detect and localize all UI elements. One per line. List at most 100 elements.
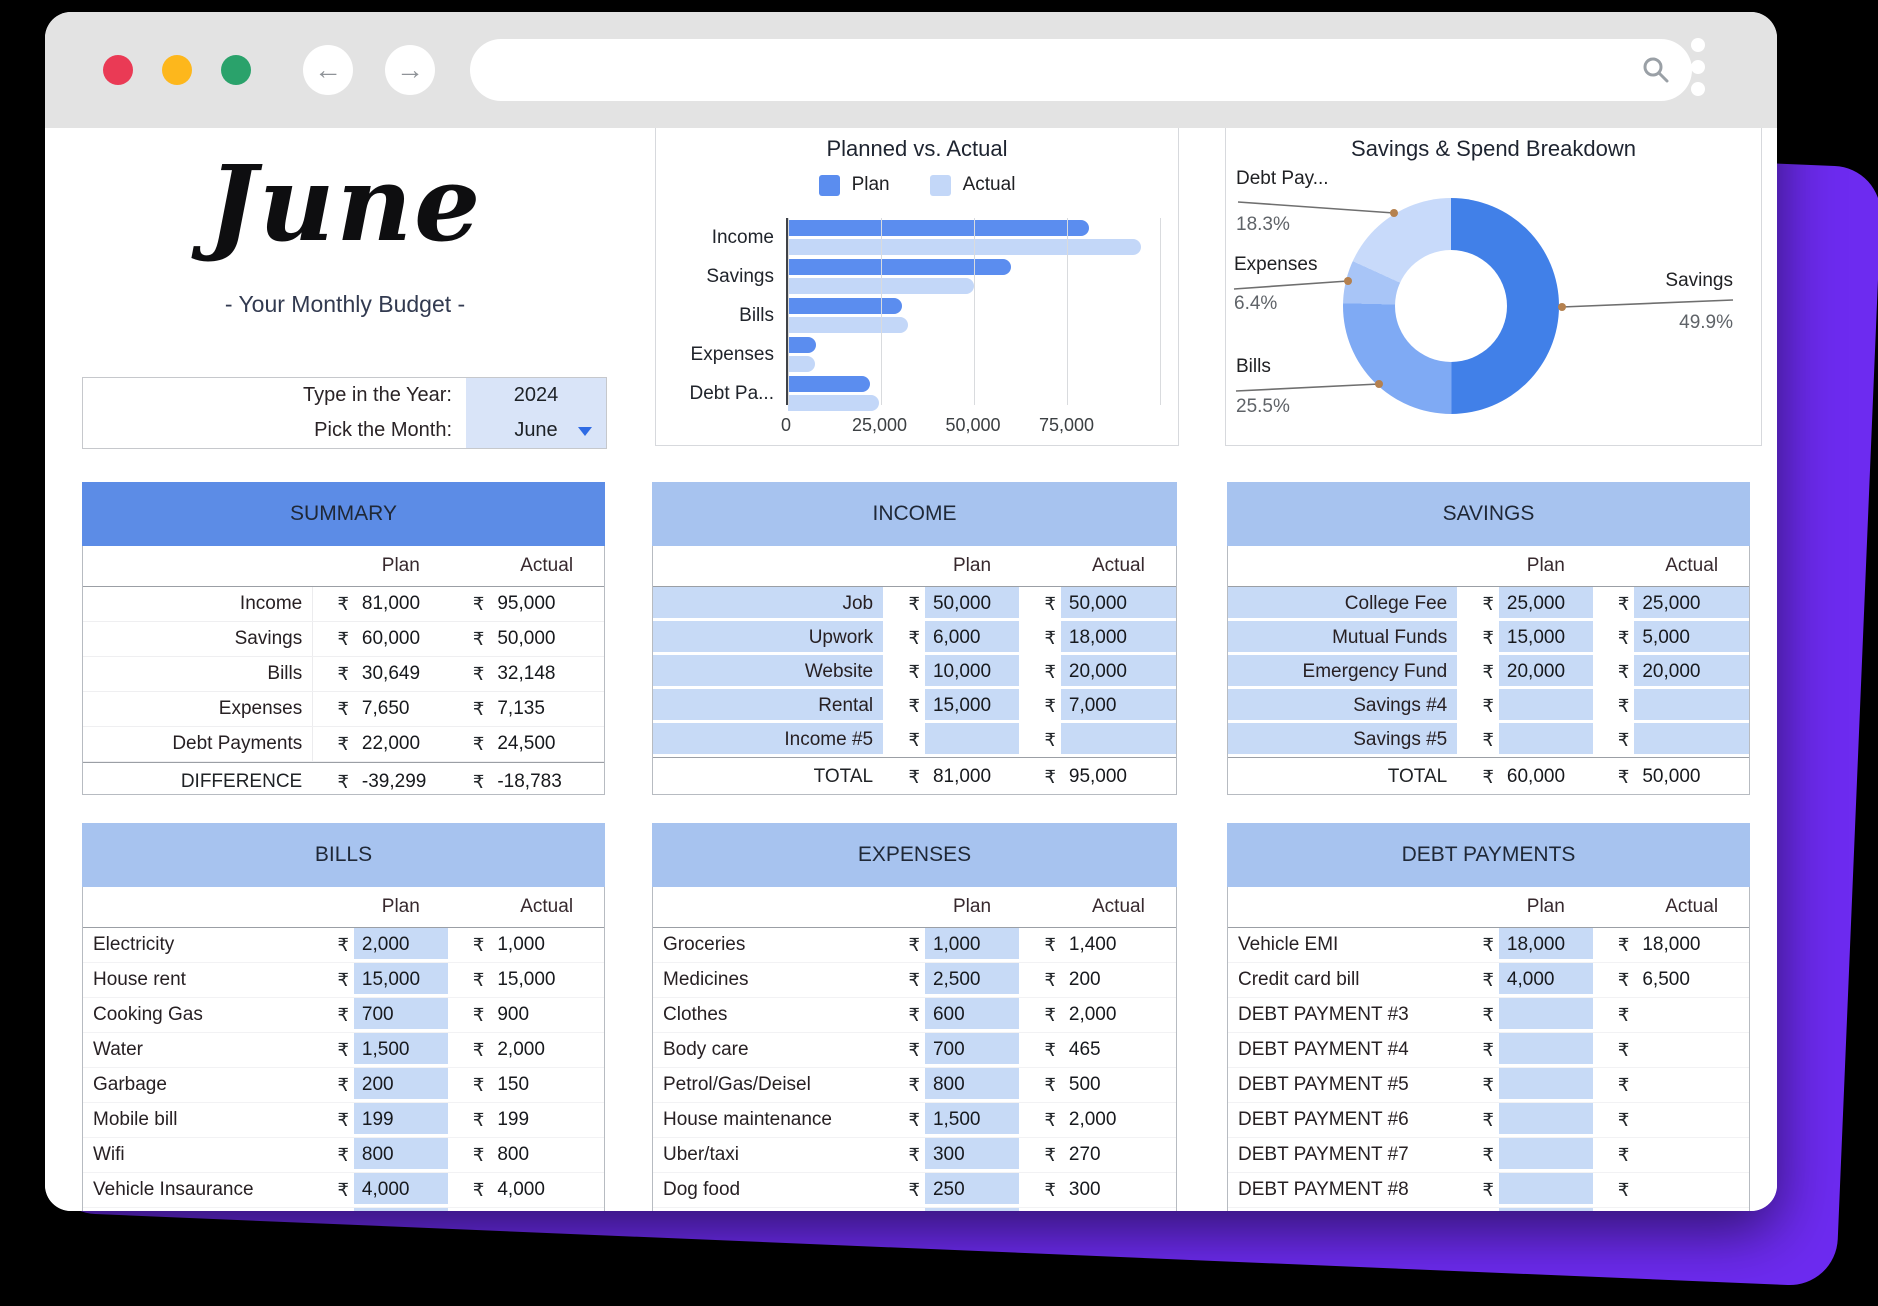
cell-actual-value[interactable]: 20,000 [1060,655,1176,689]
cell-currency[interactable]: ₹ [472,663,485,684]
cell-label[interactable]: Medicines [663,969,749,990]
cell-currency[interactable]: ₹ [472,1179,485,1200]
cell-currency[interactable]: ₹ [1044,593,1056,614]
cell-currency[interactable]: ₹ [472,1004,485,1025]
cell-plan-value[interactable]: 800 [353,1138,448,1172]
cell-currency[interactable]: ₹ [1482,593,1494,614]
table-row[interactable]: Bills ₹30,649 ₹32,148 [83,657,604,692]
cell-plan-value[interactable]: 50,000 [924,587,1020,621]
cell-label[interactable]: Job [653,587,884,621]
cell-actual-value[interactable]: 1,000 [497,934,545,955]
cell-label[interactable]: DEBT PAYMENT #7 [1238,1144,1409,1165]
table-row[interactable]: Savings #4 ₹ ₹ [1228,689,1749,723]
cell-plan-value[interactable]: 250 [924,1173,1020,1207]
minimize-window-button[interactable] [162,55,192,85]
cell-label[interactable]: Wifi [93,1144,125,1165]
bar-chart-panel[interactable]: Planned vs. Actual Plan Actual Income Sav… [655,128,1179,446]
cell-plan-value[interactable] [924,723,1020,757]
cell-label[interactable]: Savings #4 [1228,689,1458,723]
cell-plan-value[interactable] [1498,1173,1593,1207]
cell-actual-value[interactable]: 300 [1068,1179,1101,1200]
cell-currency[interactable]: ₹ [1482,661,1494,682]
cell-currency[interactable]: ₹ [1044,1179,1056,1200]
cell-label[interactable]: Dog food [663,1179,741,1200]
cell-label[interactable]: Rental [653,689,884,723]
cell-currency[interactable]: ₹ [1044,1144,1056,1165]
cell-plan-value[interactable]: 60,000 [361,628,421,649]
table-footer-row[interactable]: DIFFERENCE ₹ -39,299 ₹ -18,783 [83,762,604,801]
table-row[interactable]: Electricity ₹2,000 ₹1,000 [83,928,604,963]
cell-actual-value[interactable]: 199 [497,1109,530,1130]
back-button[interactable]: ← [303,45,353,95]
cell-currency[interactable]: ₹ [908,969,920,990]
cell-actual-value[interactable]: 270 [1068,1144,1101,1165]
cell-currency[interactable]: ₹ [1482,1004,1494,1025]
cell-label[interactable]: Petrol/Gas/Deisel [663,1074,811,1095]
table-row[interactable]: Savings #5 ₹ ₹ [1228,723,1749,757]
table-footer-row[interactable]: TOTAL ₹ 81,000 ₹ 95,000 [653,757,1176,796]
cell-actual-value[interactable]: 2,000 [1068,1004,1117,1025]
cell-plan-value[interactable]: 700 [353,998,448,1032]
table-row[interactable]: Emergency Fund ₹20,000 ₹20,000 [1228,655,1749,689]
cell-actual-value[interactable] [1060,723,1176,757]
cell-currency[interactable]: ₹ [908,1109,920,1130]
cell-plan-value[interactable] [1498,689,1593,723]
cell-label[interactable]: Bills [267,663,303,684]
cell-currency[interactable]: ₹ [1044,695,1056,716]
cell-label[interactable]: Mutual Funds [1228,621,1458,655]
cell-label[interactable]: Vehicle EMI [1238,934,1339,955]
cell-plan-value[interactable] [1498,1103,1593,1137]
cell-currency[interactable]: ₹ [1482,1074,1494,1095]
cell-currency[interactable]: ₹ [1617,661,1630,682]
cell-plan-value[interactable]: 20,000 [1498,655,1593,689]
cell-currency[interactable]: ₹ [337,1144,349,1165]
cell-plan-value[interactable]: 22,000 [361,733,421,754]
table-row[interactable]: Expenses ₹7,650 ₹7,135 [83,692,604,727]
cell-label[interactable]: Expenses [218,698,303,719]
cell-label[interactable]: DEBT PAYMENT #8 [1238,1179,1409,1200]
cell-plan-value[interactable]: 30,649 [361,663,421,684]
table-row[interactable]: Wifi ₹800 ₹800 [83,1138,604,1173]
cell-actual-value[interactable]: 18,000 [1060,621,1176,655]
table-row[interactable]: Medicines ₹2,500 ₹200 [653,963,1176,998]
cell-plan-value[interactable]: 2,000 [353,928,448,962]
cell-currency[interactable]: ₹ [312,622,354,656]
cell-label[interactable]: Debt Payments [172,733,303,754]
cell-currency[interactable]: ₹ [908,1074,920,1095]
cell-currency[interactable]: ₹ [472,1074,485,1095]
cell-actual-value[interactable]: 2,000 [497,1039,545,1060]
cell-currency[interactable]: ₹ [337,969,349,990]
cell-label[interactable]: DEBT PAYMENT #5 [1238,1074,1409,1095]
maximize-window-button[interactable] [221,55,251,85]
cell-currency[interactable]: ₹ [908,695,920,716]
cell-label[interactable]: Cooking Gas [93,1004,203,1025]
table-row[interactable]: Clothes ₹600 ₹2,000 [653,998,1176,1033]
cell-actual-value[interactable] [1634,723,1749,757]
table-row[interactable]: Body care ₹700 ₹465 [653,1033,1176,1068]
cell-plan-value[interactable]: 6,000 [924,621,1020,655]
cell-label[interactable]: Emergency Fund [1228,655,1458,689]
cell-currency[interactable]: ₹ [1044,1074,1056,1095]
table-row[interactable]: Debt Payments ₹22,000 ₹24,500 [83,727,604,762]
cell-label[interactable]: Clothes [663,1004,728,1025]
cell-plan-value[interactable]: 4,000 [353,1173,448,1207]
cell-label[interactable]: Body care [663,1039,749,1060]
table-row[interactable]: Dog food ₹250 ₹300 [653,1173,1176,1208]
cell-currency[interactable]: ₹ [908,729,920,750]
year-input[interactable]: 2024 [466,378,606,413]
table-row[interactable]: Water ₹1,500 ₹2,000 [83,1033,604,1068]
cell-label[interactable]: Garbage [93,1074,167,1095]
cell-plan-value[interactable]: 15,000 [924,689,1020,723]
cell-currency[interactable]: ₹ [472,733,485,754]
cell-currency[interactable]: ₹ [337,1039,349,1060]
cell-currency[interactable]: ₹ [1044,1039,1056,1060]
cell-currency[interactable]: ₹ [1044,729,1056,750]
cell-currency[interactable]: ₹ [472,934,485,955]
cell-plan-value[interactable]: 700 [924,1033,1020,1067]
cell-label[interactable]: Savings #5 [1228,723,1458,757]
cell-actual-value[interactable]: 150 [497,1074,530,1095]
cell-label[interactable]: Mobile bill [93,1109,178,1130]
cell-actual-value[interactable]: 800 [497,1144,530,1165]
cell-currency[interactable]: ₹ [908,593,920,614]
cell-currency[interactable]: ₹ [1482,1109,1494,1130]
